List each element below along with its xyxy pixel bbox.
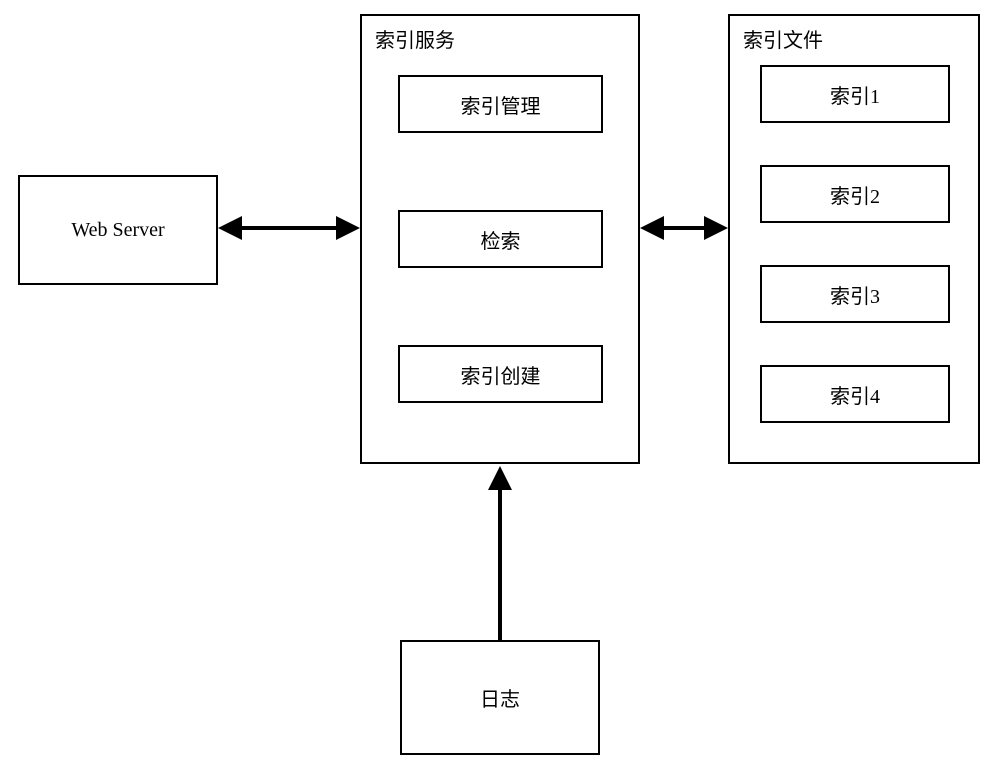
index-1-box: 索引1 bbox=[760, 65, 950, 123]
index-manage-box: 索引管理 bbox=[398, 75, 603, 133]
index-create-box: 索引创建 bbox=[398, 345, 603, 403]
index-manage-label: 索引管理 bbox=[461, 90, 541, 119]
index-4-box: 索引4 bbox=[760, 365, 950, 423]
index-file-title: 索引文件 bbox=[743, 24, 823, 53]
log-box: 日志 bbox=[400, 640, 600, 755]
search-box: 检索 bbox=[398, 210, 603, 268]
log-label: 日志 bbox=[480, 683, 520, 712]
index-service-title: 索引服务 bbox=[375, 24, 455, 53]
index-2-label: 索引2 bbox=[830, 180, 880, 209]
index-create-label: 索引创建 bbox=[461, 360, 541, 389]
index-3-box: 索引3 bbox=[760, 265, 950, 323]
search-label: 检索 bbox=[481, 225, 521, 254]
index-4-label: 索引4 bbox=[830, 380, 880, 409]
index-3-label: 索引3 bbox=[830, 280, 880, 309]
index-1-label: 索引1 bbox=[830, 80, 880, 109]
web-server-box: Web Server bbox=[18, 175, 218, 285]
index-2-box: 索引2 bbox=[760, 165, 950, 223]
web-server-label: Web Server bbox=[71, 219, 164, 242]
